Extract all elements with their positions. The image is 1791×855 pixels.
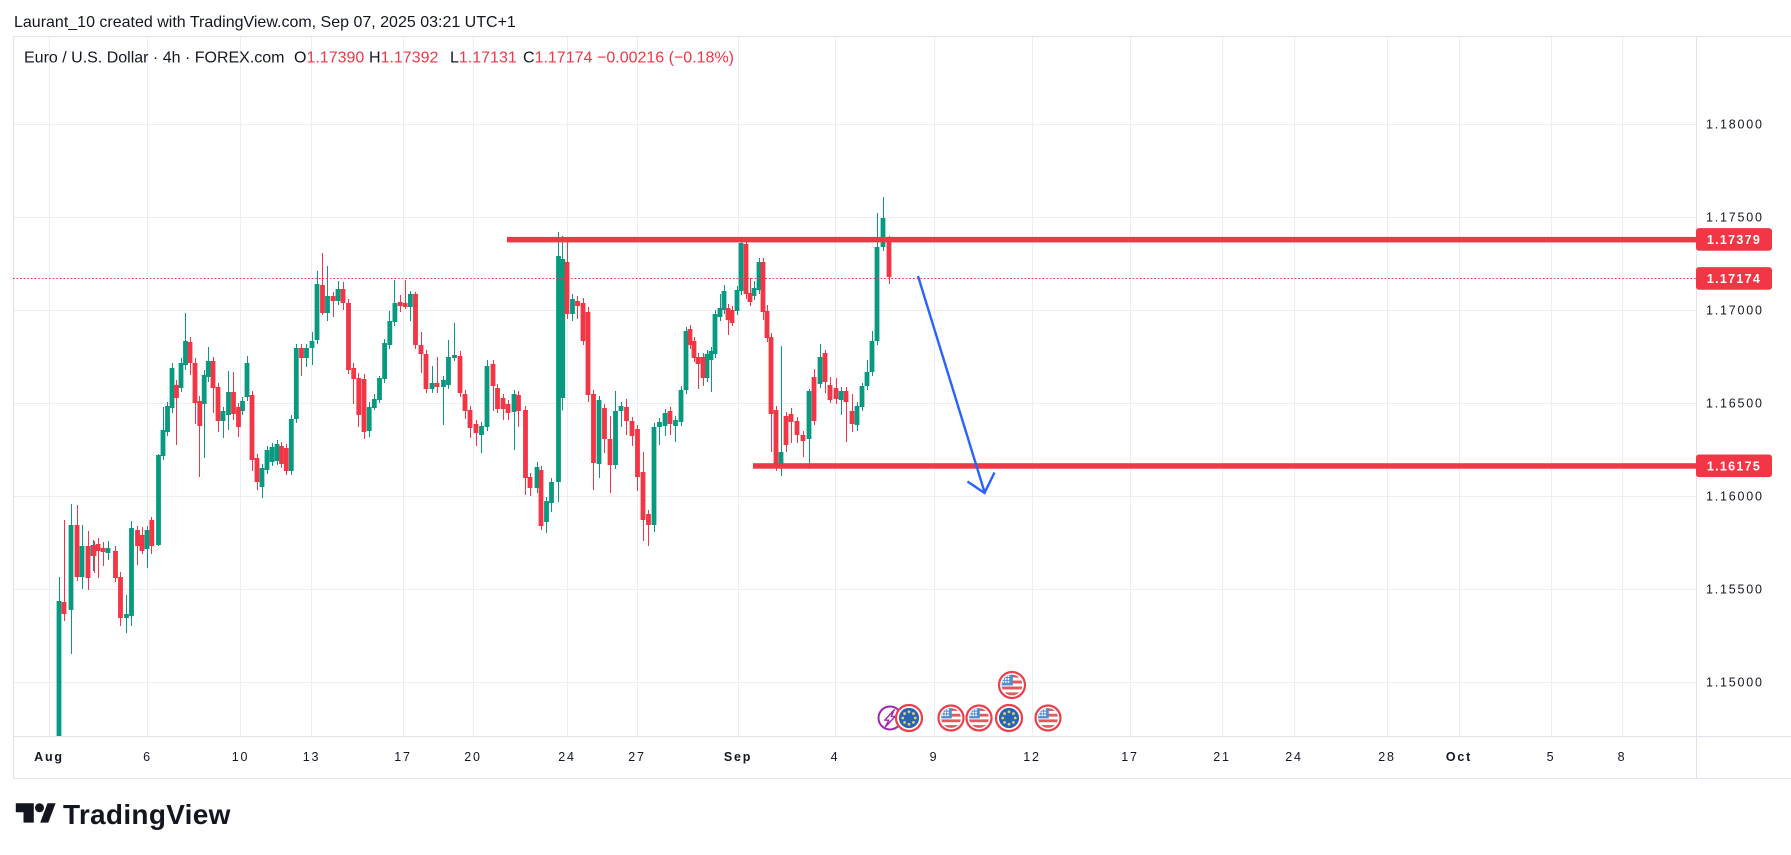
svg-text:1.15500: 1.15500 [1706, 583, 1764, 597]
svg-text:Aug: Aug [34, 750, 64, 764]
svg-text:17: 17 [1121, 750, 1139, 764]
svg-text:H1.17392: H1.17392 [369, 50, 439, 67]
svg-text:C1.17174: C1.17174 [523, 50, 593, 67]
svg-text:1.16175: 1.16175 [1707, 459, 1761, 473]
svg-text:1.16500: 1.16500 [1706, 397, 1764, 411]
svg-text:20: 20 [464, 750, 482, 764]
svg-text:6: 6 [143, 750, 152, 764]
svg-text:5: 5 [1547, 750, 1556, 764]
svg-text:27: 27 [628, 750, 646, 764]
svg-text:10: 10 [232, 750, 250, 764]
svg-text:17: 17 [394, 750, 412, 764]
svg-text:1.18000: 1.18000 [1706, 118, 1764, 132]
svg-text:L1.17131: L1.17131 [450, 50, 517, 67]
svg-text:Euro / U.S. Dollar · 4h · FORE: Euro / U.S. Dollar · 4h · FOREX.com [24, 50, 285, 67]
svg-text:−0.00216 (−0.18%): −0.00216 (−0.18%) [597, 50, 734, 67]
svg-text:Sep: Sep [724, 750, 752, 764]
svg-text:9: 9 [930, 750, 939, 764]
svg-text:1.17174: 1.17174 [1707, 272, 1761, 286]
svg-text:1.15000: 1.15000 [1706, 676, 1764, 690]
svg-text:TradingView: TradingView [63, 799, 231, 830]
svg-text:12: 12 [1023, 750, 1041, 764]
svg-text:8: 8 [1618, 750, 1627, 764]
svg-text:1.17000: 1.17000 [1706, 304, 1764, 318]
svg-text:24: 24 [1285, 750, 1303, 764]
svg-text:O1.17390: O1.17390 [294, 50, 364, 67]
svg-text:24: 24 [558, 750, 576, 764]
svg-text:Oct: Oct [1446, 750, 1472, 764]
svg-text:1.16000: 1.16000 [1706, 490, 1764, 504]
svg-text:1.17379: 1.17379 [1707, 233, 1761, 247]
svg-text:Laurant_10 created with Tradin: Laurant_10 created with TradingView.com,… [14, 14, 516, 31]
svg-text:28: 28 [1378, 750, 1396, 764]
svg-text:13: 13 [303, 750, 321, 764]
svg-text:1.17500: 1.17500 [1706, 211, 1764, 225]
svg-text:4: 4 [831, 750, 840, 764]
svg-text:21: 21 [1213, 750, 1231, 764]
